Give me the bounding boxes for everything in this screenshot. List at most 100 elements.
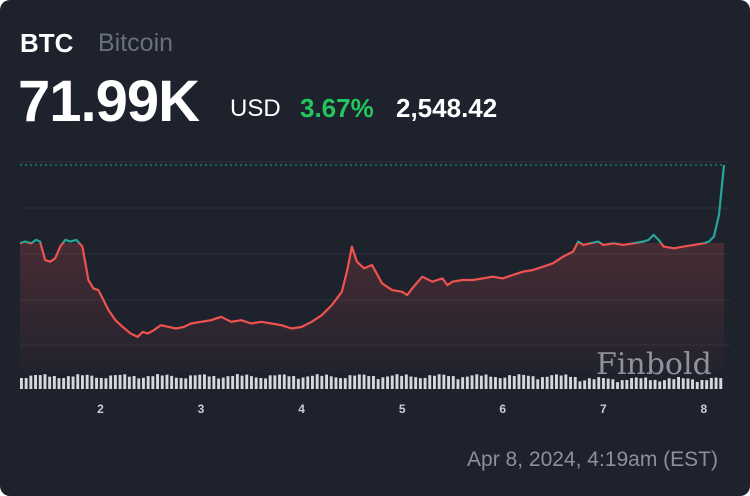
volume-bar <box>456 379 460 389</box>
finbold-watermark: Finbold <box>596 347 712 382</box>
volume-bar <box>334 377 338 389</box>
volume-bar <box>564 374 568 389</box>
volume-bar <box>545 376 549 389</box>
volume-bar <box>620 380 624 389</box>
volume-bar <box>522 374 526 389</box>
volume-bar <box>653 379 657 389</box>
volume-bar <box>296 378 300 389</box>
volume-bar <box>437 374 441 389</box>
volume-bar <box>592 379 596 389</box>
volume-bar <box>320 375 324 389</box>
volume-bar <box>447 376 451 389</box>
volume-bar <box>686 378 690 389</box>
volume-bar <box>428 375 432 389</box>
volume-bar <box>691 379 695 389</box>
volume-bar <box>109 375 113 389</box>
volume-bar <box>531 376 535 389</box>
volume-bar <box>376 379 380 389</box>
volume-bar <box>306 376 310 389</box>
change-percent: 3.67% <box>300 93 374 123</box>
volume-bar <box>583 380 587 389</box>
x-tick-label: 8 <box>701 402 708 416</box>
volume-bar <box>142 377 145 389</box>
volume-bar <box>414 377 418 389</box>
volume-bar <box>315 374 319 389</box>
volume-bar <box>231 376 235 389</box>
volume-bar <box>381 377 385 389</box>
volume-bar <box>719 378 723 389</box>
price-currency: USD <box>230 95 281 122</box>
volume-bar <box>578 381 582 389</box>
volume-bar <box>395 374 399 389</box>
volume-bar <box>57 378 61 389</box>
volume-bar <box>475 374 479 389</box>
volume-bar <box>292 376 296 389</box>
volume-bar <box>99 378 103 389</box>
volume-bar <box>34 375 38 389</box>
volume-bar <box>470 375 474 389</box>
volume-bar <box>362 374 366 389</box>
volume-bar <box>648 380 652 389</box>
volume-bar <box>221 377 225 389</box>
volume-bar <box>287 376 291 389</box>
volume-bar <box>235 374 239 389</box>
volume-bar <box>663 380 666 389</box>
volume-bar <box>451 376 455 389</box>
volume-bar <box>184 378 188 389</box>
x-axis-ticks: 2 3 4 5 6 7 8 <box>97 402 707 416</box>
volume-bar <box>273 375 277 389</box>
change-absolute: 2,548.42 <box>396 93 498 123</box>
volume-bar <box>709 378 713 389</box>
volume-bar <box>76 374 80 389</box>
volume-bar <box>113 375 117 389</box>
volume-bar <box>268 375 272 389</box>
volume-bar <box>198 374 202 389</box>
volume-bar <box>38 375 42 389</box>
x-tick-label: 4 <box>298 402 305 416</box>
volume-bar <box>639 378 643 389</box>
volume-bar <box>409 376 413 389</box>
x-tick-label: 6 <box>499 402 506 416</box>
volume-bar <box>433 375 436 389</box>
volume-bar <box>714 377 718 389</box>
current-price: 71.99K <box>18 69 200 134</box>
volume-bar <box>630 378 634 389</box>
volume-bar <box>81 375 84 389</box>
volume-bar <box>278 374 282 389</box>
volume-bar <box>625 380 629 389</box>
volume-bar <box>677 377 681 389</box>
volume-bar <box>536 379 540 389</box>
volume-bar <box>29 375 33 389</box>
volume-bar <box>597 377 601 389</box>
volume-bar <box>104 378 108 389</box>
volume-bar <box>681 378 685 389</box>
volume-bar <box>550 375 554 389</box>
volume-bar <box>367 376 371 389</box>
volume-bar <box>606 378 610 389</box>
volume-bar <box>71 376 75 389</box>
volume-bar <box>634 377 638 389</box>
volume-bar <box>90 375 94 389</box>
volume-bar <box>343 378 347 389</box>
volume-bar <box>254 377 258 389</box>
volume-bar <box>212 376 216 389</box>
volume-bar <box>423 377 427 389</box>
volume-bar <box>132 376 136 389</box>
volume-bar <box>526 375 530 389</box>
volume-bar <box>174 377 178 389</box>
volume-bar <box>390 375 394 389</box>
volume-bar <box>85 374 89 389</box>
volume-bar <box>658 381 662 389</box>
volume-bar <box>160 375 164 389</box>
timestamp: Apr 8, 2024, 4:19am (EST) <box>467 448 718 471</box>
volume-bar <box>259 378 263 389</box>
volume-bar <box>146 376 150 389</box>
volume-bar <box>203 374 206 389</box>
volume-bar <box>479 375 483 389</box>
volume-bar <box>498 378 502 389</box>
volume-bar <box>512 376 516 389</box>
volume-bar <box>400 375 404 389</box>
volume-bar <box>217 378 221 389</box>
volume-bar <box>179 378 183 389</box>
